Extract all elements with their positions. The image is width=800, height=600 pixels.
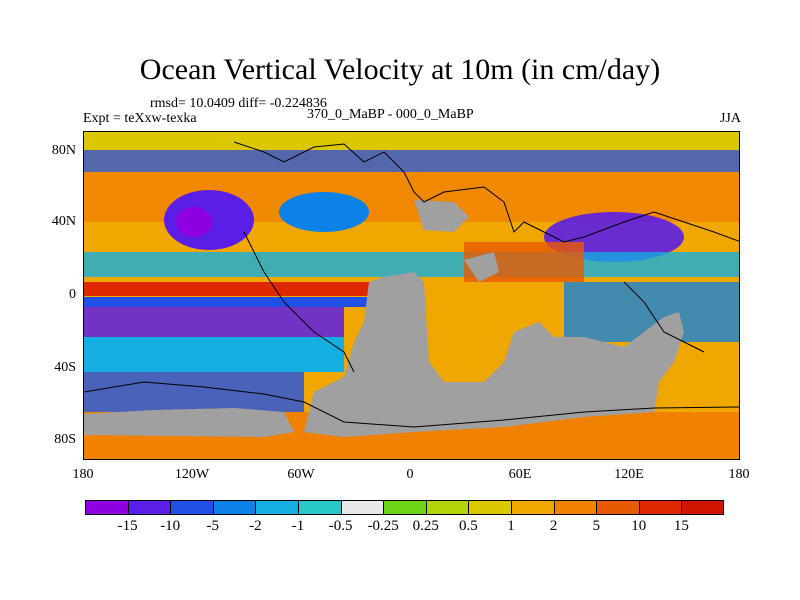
colorbar-label: 2 bbox=[549, 518, 558, 534]
colorbar-swatch bbox=[468, 500, 511, 515]
south-purple-band bbox=[84, 307, 344, 337]
lat-label-0: 0 bbox=[69, 287, 76, 302]
lon-label-180w: 180 bbox=[72, 467, 94, 482]
west-coastline bbox=[243, 231, 355, 373]
colorbar-label: 15 bbox=[673, 518, 689, 534]
map-title: Ocean Vertical Velocity at 10m (in cm/da… bbox=[139, 53, 661, 86]
lat-label-80n: 80N bbox=[51, 143, 76, 158]
colorbar-swatch bbox=[383, 500, 426, 515]
colorbar-swatch bbox=[553, 500, 597, 515]
arctic-band bbox=[84, 132, 739, 150]
lon-label-180e: 180 bbox=[728, 467, 750, 482]
antarctic-strip bbox=[84, 408, 294, 437]
lon-label-60w: 60W bbox=[287, 467, 315, 482]
colorbar-label: 0.5 bbox=[459, 518, 478, 534]
colorbar-swatch bbox=[340, 500, 384, 515]
colorbar-label: -0.25 bbox=[367, 518, 399, 534]
land-masses bbox=[84, 200, 684, 437]
colorbar-label: 0.25 bbox=[412, 518, 439, 534]
colorbar-swatch bbox=[212, 500, 256, 515]
colorbar-label: -2 bbox=[249, 518, 262, 534]
colorbar-swatch bbox=[425, 500, 469, 515]
colorbar-label: 1 bbox=[507, 518, 515, 534]
colorbar-label: -0.5 bbox=[328, 518, 353, 534]
colorbar-swatch bbox=[510, 500, 554, 515]
coastlines bbox=[84, 141, 739, 428]
stats-line: rmsd= 10.0409 diff= -0.224836 bbox=[150, 96, 327, 111]
lat-label-40s: 40S bbox=[54, 360, 76, 375]
lon-label-120e: 120E bbox=[614, 467, 644, 482]
npac-core bbox=[176, 207, 212, 237]
natl-blue bbox=[279, 192, 369, 232]
southern-continent bbox=[304, 272, 684, 437]
north-blue-band bbox=[84, 150, 739, 172]
colorbar-swatch bbox=[85, 500, 128, 515]
colorbar-label: -5 bbox=[206, 518, 220, 534]
colorbar-swatch bbox=[255, 500, 298, 515]
colorbar-label: 10 bbox=[631, 518, 647, 534]
south-cyan-band bbox=[84, 337, 344, 372]
east-coastline bbox=[623, 281, 705, 353]
lat-label-80s: 80S bbox=[54, 432, 76, 447]
equatorial-blue-band bbox=[84, 297, 414, 307]
north-landmass bbox=[414, 200, 469, 232]
lon-label-60e: 60E bbox=[508, 467, 532, 482]
colorbar-label: 5 bbox=[592, 518, 600, 534]
colorbar-swatch bbox=[297, 500, 341, 515]
velocity-map bbox=[83, 131, 740, 460]
colorbar-swatch bbox=[638, 500, 682, 515]
map-field-svg bbox=[84, 132, 739, 459]
colorbar-label: -10 bbox=[160, 518, 181, 534]
colorbar-label: -1 bbox=[291, 518, 305, 534]
comparison-label: 370_0_MaBP - 000_0_MaBP bbox=[307, 107, 474, 122]
colorbar-swatch bbox=[170, 500, 213, 515]
colorbar-swatch bbox=[127, 500, 171, 515]
lon-label-0: 0 bbox=[406, 467, 414, 482]
colorbar-swatch bbox=[596, 500, 639, 515]
lon-label-120w: 120W bbox=[174, 467, 210, 482]
south-coastline bbox=[84, 381, 739, 428]
colorbar bbox=[85, 500, 724, 515]
small-landmass bbox=[464, 252, 499, 282]
season-label: JJA bbox=[719, 111, 741, 126]
colorbar-swatch bbox=[681, 500, 724, 515]
lat-label-40n: 40N bbox=[51, 214, 76, 229]
southern-ocean-band bbox=[84, 372, 304, 412]
equatorial-red-band bbox=[84, 282, 414, 296]
north-coastline bbox=[233, 141, 739, 243]
experiment-label: Expt = teXxw-texka bbox=[83, 111, 197, 126]
colorbar-label: -15 bbox=[117, 518, 138, 534]
